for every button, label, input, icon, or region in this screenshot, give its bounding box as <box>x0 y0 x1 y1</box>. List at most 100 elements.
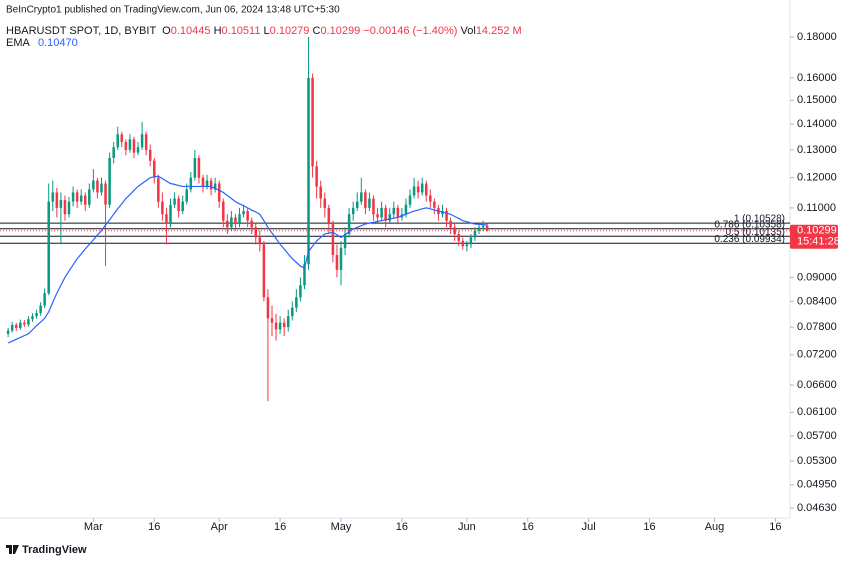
candle-body <box>79 195 83 202</box>
candle-body <box>339 247 343 270</box>
candle-body <box>323 198 327 208</box>
y-tick-label: 0.15000 <box>797 94 837 106</box>
candle-body <box>148 149 152 161</box>
candle-body <box>108 158 111 205</box>
candle-body <box>39 305 42 314</box>
candle-body <box>161 201 164 215</box>
candle-body <box>469 237 473 245</box>
candle-body <box>364 192 367 208</box>
candle-body <box>209 180 213 190</box>
candle-body <box>71 192 75 202</box>
candle-body <box>404 204 408 215</box>
candle-body <box>169 204 172 224</box>
candle-body <box>112 147 115 159</box>
candle-body <box>295 297 298 308</box>
candle-body <box>173 198 176 205</box>
candle-body <box>343 234 347 248</box>
x-tick-label: 16 <box>643 521 655 533</box>
candle-body <box>213 183 217 190</box>
legend-key: H <box>214 25 222 37</box>
x-tick-label: 16 <box>522 521 534 533</box>
candle-body <box>368 198 371 208</box>
y-tick-label: 0.05700 <box>797 430 837 442</box>
candle-body <box>360 192 363 202</box>
candle-body <box>144 134 148 150</box>
candle-body <box>388 214 391 221</box>
y-tick-label: 0.14000 <box>797 118 837 130</box>
candle-body <box>83 195 87 205</box>
candle-body <box>132 139 136 153</box>
x-tick-label: 16 <box>274 521 286 533</box>
candle-body <box>250 220 253 228</box>
y-tick-label: 0.08400 <box>797 295 837 307</box>
candle-body <box>242 211 245 215</box>
candle-body <box>258 237 262 245</box>
candle-body <box>392 207 396 215</box>
candle-body <box>217 183 221 202</box>
candle-body <box>327 207 331 224</box>
y-tick-label: 0.12000 <box>797 172 837 184</box>
ema-name: EMA <box>6 37 31 49</box>
x-tick-label: Jun <box>458 521 476 533</box>
candle-body <box>51 192 55 202</box>
x-tick-label: Aug <box>705 521 725 533</box>
legend-key: O <box>162 25 171 37</box>
symbol: HBARUSDT SPOT, 1D, BYBIT <box>6 25 156 37</box>
candle-body <box>10 324 14 331</box>
candle-body <box>384 207 387 221</box>
x-tick-label: Mar <box>84 521 103 533</box>
legend-value: −0.00146 (−1.40%) <box>363 25 457 37</box>
candle-body <box>303 264 306 286</box>
candle-body <box>205 180 209 187</box>
candle-body <box>124 142 128 150</box>
candle-body <box>177 198 180 212</box>
legend-key: C <box>312 25 320 37</box>
candle-body <box>59 200 63 208</box>
fib-label: 0.236 (0.09934) <box>714 234 785 245</box>
candle-body <box>335 255 339 270</box>
candle-body <box>75 192 79 202</box>
candle-body <box>88 189 91 205</box>
candle-body <box>181 201 184 212</box>
candle-body <box>96 180 99 193</box>
candle-body <box>351 207 355 215</box>
candle-body <box>19 322 22 328</box>
candle-body <box>270 318 274 323</box>
candle-body <box>238 214 241 224</box>
candle-body <box>433 201 436 208</box>
logo-icon <box>6 545 19 554</box>
y-tick-label: 0.06600 <box>797 379 837 391</box>
y-tick-label: 0.04950 <box>797 479 837 491</box>
candle-body <box>120 134 124 143</box>
candle-body <box>416 186 420 193</box>
y-tick-label: 0.16000 <box>797 72 837 84</box>
candle-body <box>299 285 302 298</box>
candle-body <box>47 201 50 294</box>
x-tick-label: Jul <box>582 521 596 533</box>
candle-body <box>481 225 485 228</box>
candle-body <box>372 198 375 215</box>
candle-body <box>246 211 249 221</box>
candle-body <box>331 223 335 256</box>
candle-body <box>286 316 290 328</box>
candle-body <box>355 201 359 208</box>
candle-body <box>441 211 444 215</box>
logo: TradingView <box>22 544 87 556</box>
candle-body <box>185 189 189 202</box>
candle-body <box>230 217 233 228</box>
candle-body <box>380 207 383 218</box>
legend-value: 0.10279 <box>270 25 310 37</box>
candle-body <box>14 324 18 328</box>
candle-body <box>67 201 71 215</box>
x-tick-label: May <box>331 521 352 533</box>
candle-body <box>128 139 132 150</box>
candle-body <box>315 166 318 187</box>
candle-body <box>408 195 412 205</box>
price-tag <box>790 224 838 249</box>
candle-body <box>278 322 282 330</box>
candle-body <box>274 322 278 330</box>
candle-body <box>457 234 460 241</box>
candle-body <box>425 183 428 196</box>
candle-body <box>445 211 448 221</box>
